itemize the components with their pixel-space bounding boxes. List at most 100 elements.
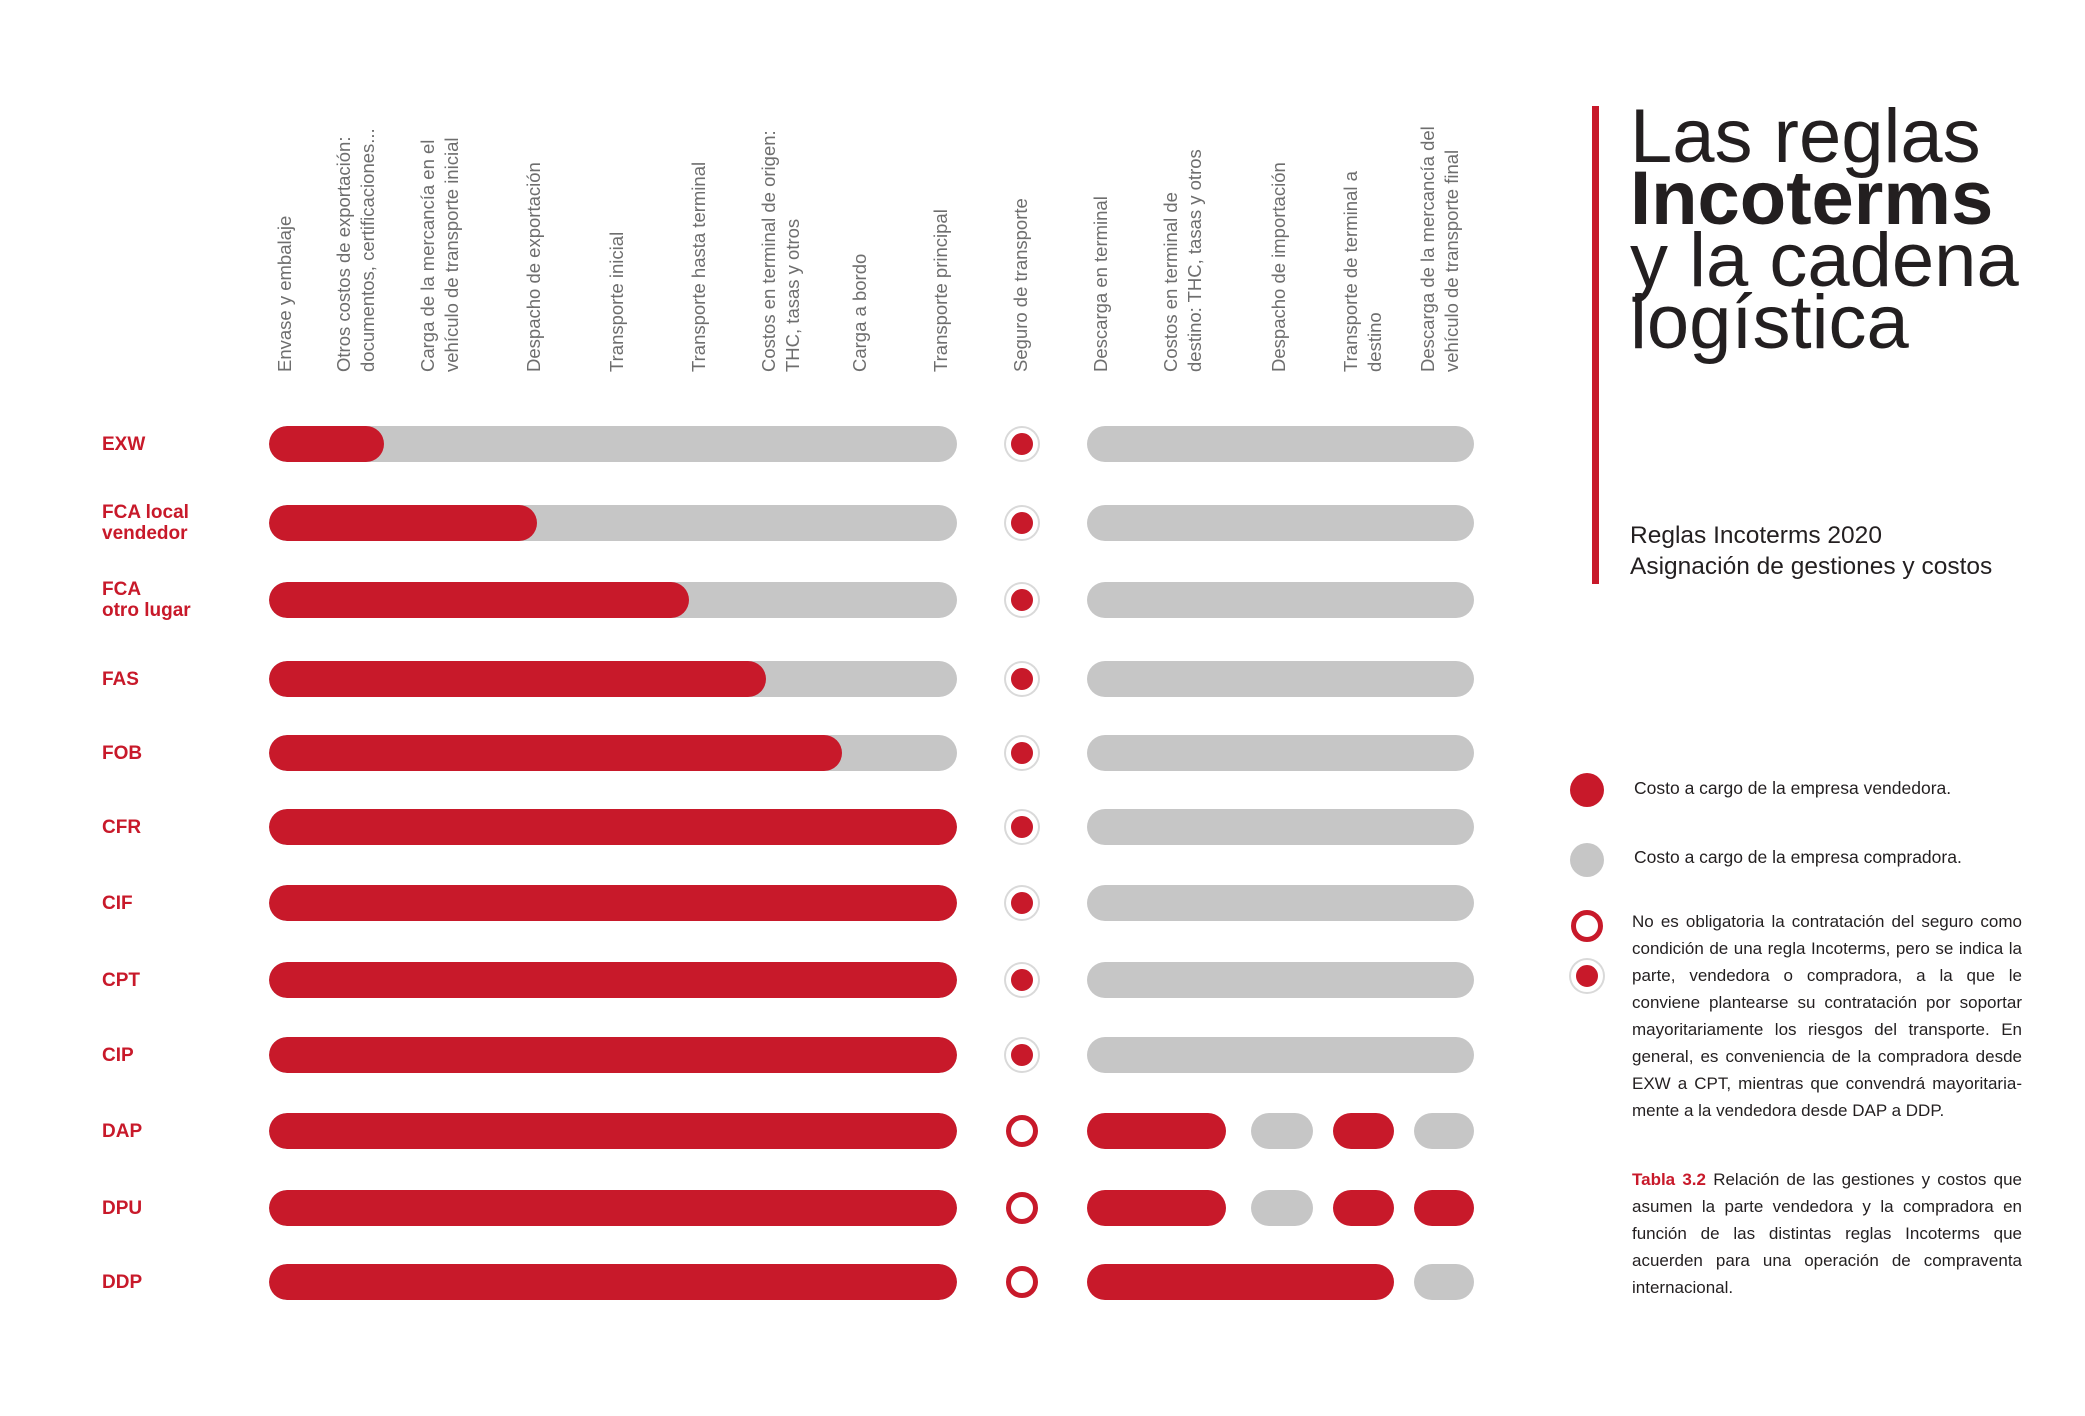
insurance-filled-icon	[1006, 811, 1038, 843]
legend-insurance-open-icon	[1571, 910, 1603, 942]
row-label: FCA local vendedor	[102, 502, 189, 544]
subtitle: Reglas Incoterms 2020 Asignación de gest…	[1630, 520, 1992, 582]
export-bar	[269, 809, 957, 845]
legend-seller-dot-icon	[1570, 773, 1604, 807]
export-bar	[269, 661, 957, 697]
export-bar	[269, 962, 957, 998]
seller-fill	[269, 809, 957, 845]
row-label: DAP	[102, 1120, 143, 1142]
title-accent-rule	[1592, 106, 1599, 584]
seller-fill	[269, 962, 957, 998]
seller-fill	[269, 1190, 957, 1226]
title-line-3: y la cadena	[1630, 218, 2019, 303]
title-line-4: logística	[1630, 280, 1909, 365]
title-line-2: Incoterms	[1630, 156, 1994, 241]
incoterms-table: Envase y embalaje Otros costos de exporta…	[102, 126, 1474, 1300]
import-bar	[1087, 809, 1474, 845]
legend-buyer-label: Costo a cargo de la empresa compradora.	[1634, 847, 1962, 867]
insurance-filled-icon	[1006, 737, 1038, 769]
insurance-filled-icon	[1006, 964, 1038, 996]
row-label: CIP	[102, 1044, 134, 1066]
export-bar	[269, 1264, 957, 1300]
row-label: FOB	[102, 742, 143, 764]
import-bar	[1087, 735, 1474, 771]
insurance-filled-icon	[1006, 1039, 1038, 1071]
row-label: EXW	[102, 433, 146, 455]
seller-fill	[269, 505, 537, 541]
seller-fill	[269, 582, 690, 618]
seller-fill	[269, 885, 957, 921]
export-bar	[269, 735, 957, 771]
column-header: Costos en terminal de origen: THC, tasas…	[758, 130, 803, 372]
import-bar-final-unload	[1414, 1113, 1474, 1149]
import-bar-final-unload	[1414, 1190, 1474, 1226]
insurance-filled-icon	[1006, 584, 1038, 616]
column-header: Costos en terminal de destino: THC, tasa…	[1160, 149, 1205, 372]
row-label: CIF	[102, 892, 133, 914]
seller-fill	[269, 426, 384, 462]
caption-label: Tabla 3.2	[1632, 1170, 1706, 1189]
caption-text: Relación de las gestiones y costos que a…	[1632, 1170, 2022, 1297]
export-bar	[269, 1190, 957, 1226]
subtitle-line-1: Reglas Incoterms 2020	[1630, 522, 1882, 549]
row-label: FCA otro lugar	[102, 579, 191, 621]
row-label: FAS	[102, 668, 139, 690]
import-bar-transport	[1333, 1190, 1394, 1226]
export-bar	[269, 426, 957, 462]
column-header: Transporte hasta terminal	[688, 161, 709, 372]
insurance-open-icon	[1006, 1192, 1038, 1224]
seller-fill	[269, 735, 843, 771]
import-bar	[1087, 885, 1474, 921]
import-bar-seller	[1087, 1264, 1394, 1300]
import-bar-clearance	[1251, 1113, 1313, 1149]
insurance-filled-icon	[1006, 887, 1038, 919]
export-bar	[269, 1037, 957, 1073]
insurance-filled-icon	[1006, 428, 1038, 460]
insurance-filled-icon	[1006, 663, 1038, 695]
import-bar	[1087, 962, 1474, 998]
seller-fill	[269, 661, 766, 697]
row-label: CFR	[102, 816, 142, 838]
import-bar-clearance	[1251, 1190, 1313, 1226]
subtitle-line-2: Asignación de gestiones y costos	[1630, 553, 1993, 580]
export-bar	[269, 505, 957, 541]
column-header: Despacho de importación	[1268, 162, 1289, 372]
import-bar-unload	[1087, 1190, 1226, 1226]
row-label: DDP	[102, 1271, 143, 1293]
export-bar	[269, 1113, 957, 1149]
import-bar-transport	[1333, 1113, 1394, 1149]
title-block: Las reglas Incoterms y la cadena logísti…	[1592, 94, 2032, 586]
column-header: Descarga de la mercancía del vehículo de…	[1417, 126, 1462, 372]
column-header: Carga a bordo	[849, 253, 870, 372]
column-header: Transporte de terminal a destino	[1340, 171, 1385, 372]
column-header: Despacho de exportación	[523, 162, 544, 372]
column-header: Transporte inicial	[606, 231, 627, 372]
import-bar	[1087, 1037, 1474, 1073]
legend-insurance-note: No es obligatoria la contratación del se…	[1632, 912, 2022, 1120]
legend-seller-label: Costo a cargo de la empresa vendedora.	[1634, 778, 1952, 798]
import-bar	[1087, 505, 1474, 541]
column-header: Descarga en terminal	[1090, 196, 1111, 372]
row-label: DPU	[102, 1197, 143, 1219]
page-title: Las reglas Incoterms y la cadena logísti…	[1630, 94, 2019, 365]
row-label: CPT	[102, 969, 140, 991]
seller-fill	[269, 1113, 957, 1149]
column-header: Envase y embalaje	[274, 215, 295, 372]
insurance-open-icon	[1006, 1115, 1038, 1147]
column-header: Carga de la mercancía en el vehículo de …	[417, 137, 462, 372]
seller-fill	[269, 1037, 957, 1073]
legend-buyer-dot-icon	[1570, 843, 1604, 877]
seller-fill	[269, 1264, 957, 1300]
import-bar	[1087, 661, 1474, 697]
insurance-open-icon	[1006, 1266, 1038, 1298]
export-bar	[269, 885, 957, 921]
column-header: Seguro de transporte	[1010, 198, 1031, 372]
import-bar	[1087, 582, 1474, 618]
import-bar	[1087, 426, 1474, 462]
import-bar-final-unload	[1414, 1264, 1474, 1300]
title-line-1: Las reglas	[1630, 94, 1981, 179]
table-caption: Tabla 3.2 Relación de las gestiones y co…	[1632, 1166, 2022, 1301]
insurance-filled-icon	[1006, 507, 1038, 539]
export-bar	[269, 582, 957, 618]
column-header: Otros costos de exportación: documentos,…	[333, 128, 378, 372]
